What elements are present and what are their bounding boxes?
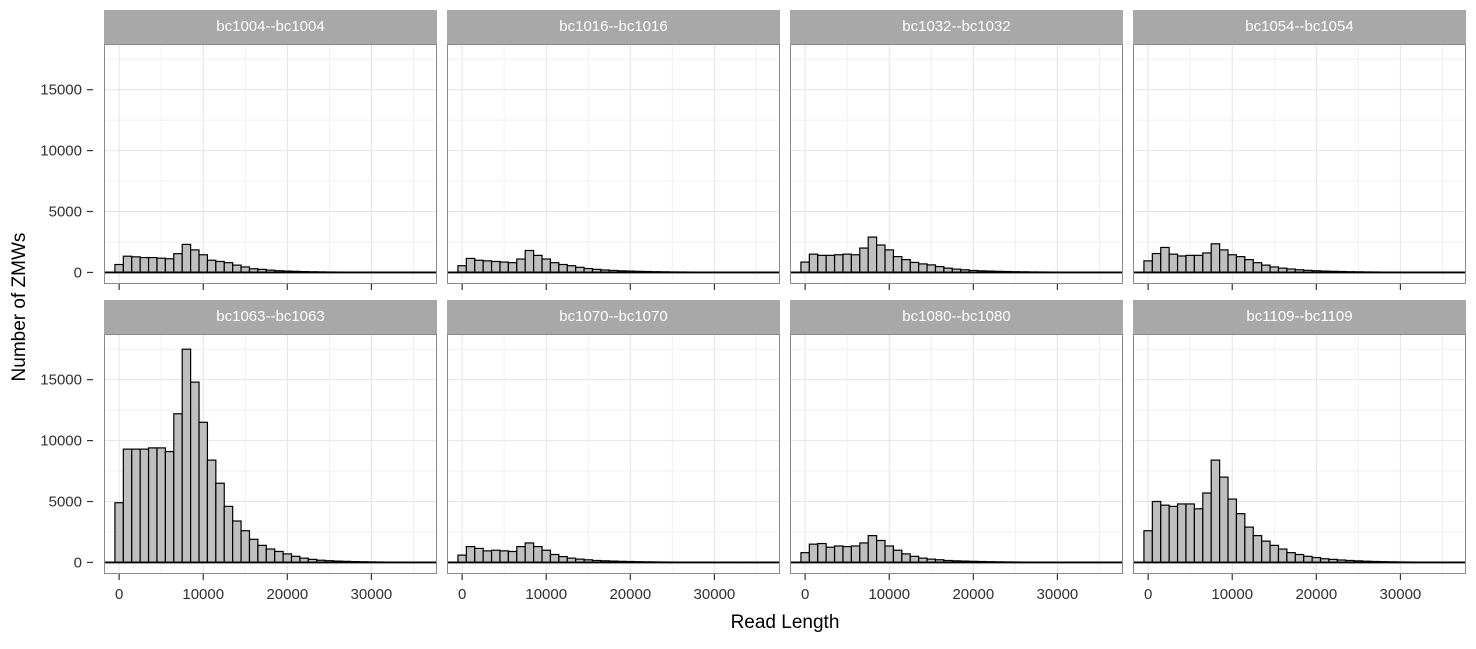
x-axis-title: Read Length bbox=[730, 612, 840, 633]
facet-bc1080--bc1080: bc1080--bc1080 0 10000 20000 30000 bbox=[790, 300, 1123, 606]
facet-panel bbox=[104, 44, 437, 290]
gridlines-minor bbox=[790, 334, 1123, 574]
gridlines-minor bbox=[447, 334, 780, 574]
svg-text:30000: 30000 bbox=[1380, 586, 1422, 603]
svg-text:10000: 10000 bbox=[40, 143, 82, 160]
svg-text:10000: 10000 bbox=[1211, 586, 1253, 603]
svg-text:0: 0 bbox=[115, 586, 123, 603]
facet-strip: bc1063--bc1063 bbox=[104, 300, 437, 334]
svg-text:5000: 5000 bbox=[49, 204, 82, 221]
facet-panel bbox=[447, 44, 780, 290]
facet-grid: 0 5000 10000 15000 bc1004--bc1004 bc1016--bc1… bbox=[0, 10, 1466, 634]
gridlines-major bbox=[790, 44, 1123, 284]
panel-border bbox=[447, 334, 780, 574]
facet-panel bbox=[790, 44, 1123, 290]
svg-text:30000: 30000 bbox=[1037, 586, 1079, 603]
svg-text:10000: 10000 bbox=[525, 586, 567, 603]
svg-text:20000: 20000 bbox=[609, 586, 651, 603]
gridlines-minor bbox=[1133, 334, 1466, 574]
panel-border bbox=[790, 334, 1123, 574]
gridlines-minor bbox=[790, 44, 1123, 284]
histogram-bars bbox=[800, 535, 1105, 564]
gridlines-major bbox=[1133, 44, 1466, 284]
facet-panel: 0 10000 20000 30000 bbox=[790, 334, 1123, 603]
panel-border bbox=[104, 44, 437, 284]
facet-strip: bc1080--bc1080 bbox=[790, 300, 1123, 334]
gridlines-minor bbox=[447, 44, 780, 284]
y-axis-row-2: 0 5000 10000 15000 bbox=[40, 372, 93, 571]
facet-bc1063--bc1063: bc1063--bc1063 0 10000 20000 30000 bbox=[104, 300, 437, 606]
panel-border bbox=[1133, 334, 1466, 574]
panel-border bbox=[104, 334, 437, 574]
svg-text:0: 0 bbox=[1144, 586, 1152, 603]
panel-border bbox=[790, 44, 1123, 284]
y-axis-row-1: 0 5000 10000 15000 bbox=[40, 82, 93, 281]
svg-text:0: 0 bbox=[801, 586, 809, 603]
svg-text:20000: 20000 bbox=[266, 586, 308, 603]
facet-strip: bc1004--bc1004 bbox=[104, 10, 437, 44]
facet-row-2: 0 5000 10000 15000 bc1063--bc1063 0 10000 20000… bbox=[0, 300, 1466, 606]
svg-text:15000: 15000 bbox=[40, 82, 82, 99]
gridlines-minor bbox=[1133, 44, 1466, 284]
svg-text:10000: 10000 bbox=[40, 433, 82, 450]
facet-strip: bc1070--bc1070 bbox=[447, 300, 780, 334]
facet-panel bbox=[1133, 44, 1466, 290]
facet-bc1109--bc1109: bc1109--bc1109 0 10000 20000 30000 bbox=[1133, 300, 1466, 606]
facet-bc1054--bc1054: bc1054--bc1054 bbox=[1133, 10, 1466, 292]
svg-text:30000: 30000 bbox=[694, 586, 736, 603]
panel-border bbox=[1133, 44, 1466, 284]
panel-border bbox=[447, 44, 780, 284]
facet-panel: 0 10000 20000 30000 bbox=[447, 334, 780, 603]
facet-strip: bc1032--bc1032 bbox=[790, 10, 1123, 44]
facet-strip: bc1109--bc1109 bbox=[1133, 300, 1466, 334]
gridlines-minor bbox=[104, 44, 437, 284]
svg-text:0: 0 bbox=[458, 586, 466, 603]
svg-text:10000: 10000 bbox=[182, 586, 224, 603]
svg-text:20000: 20000 bbox=[1295, 586, 1337, 603]
facet-panel: 0 10000 20000 30000 bbox=[104, 334, 437, 603]
facet-panel: 0 10000 20000 30000 bbox=[1133, 334, 1466, 603]
svg-text:0: 0 bbox=[74, 554, 82, 571]
svg-text:5000: 5000 bbox=[49, 494, 82, 511]
facet-bc1016--bc1016: bc1016--bc1016 bbox=[447, 10, 780, 292]
facet-strip: bc1016--bc1016 bbox=[447, 10, 780, 44]
facet-row-1: 0 5000 10000 15000 bc1004--bc1004 bc1016--bc1… bbox=[0, 10, 1466, 292]
svg-text:30000: 30000 bbox=[351, 586, 393, 603]
svg-text:20000: 20000 bbox=[952, 586, 994, 603]
svg-text:0: 0 bbox=[74, 264, 82, 281]
facet-bc1004--bc1004: bc1004--bc1004 bbox=[104, 10, 437, 292]
gridlines-minor bbox=[104, 334, 437, 574]
facet-bc1032--bc1032: bc1032--bc1032 bbox=[790, 10, 1123, 292]
facet-strip: bc1054--bc1054 bbox=[1133, 10, 1466, 44]
svg-text:15000: 15000 bbox=[40, 372, 82, 389]
facet-bc1070--bc1070: bc1070--bc1070 0 10000 20000 30000 bbox=[447, 300, 780, 606]
svg-text:10000: 10000 bbox=[868, 586, 910, 603]
